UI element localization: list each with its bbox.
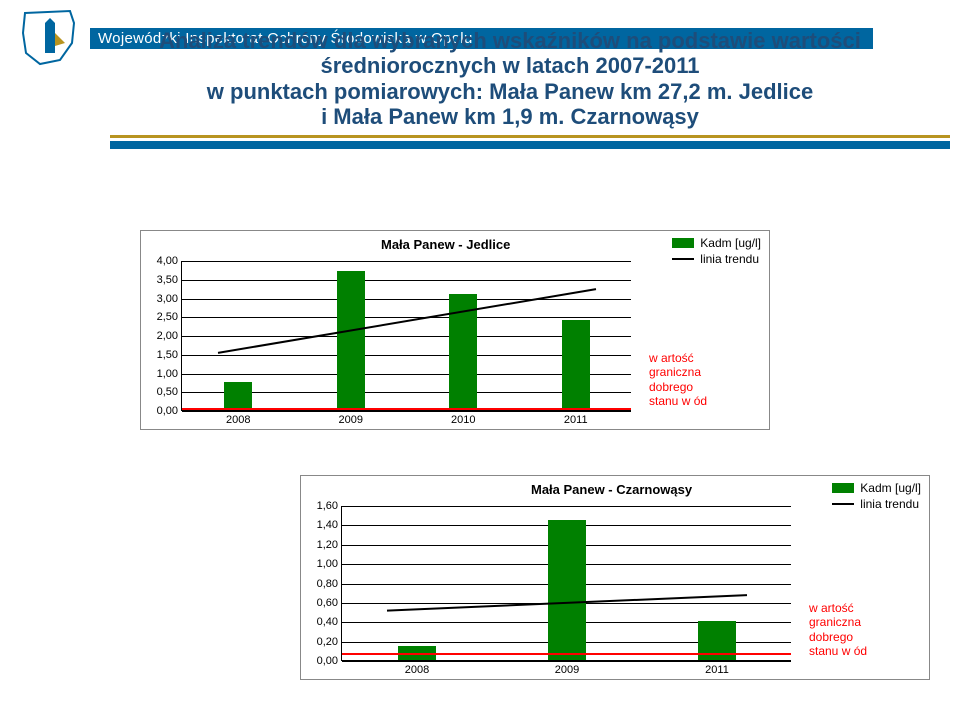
x-tick-label: 2009 (339, 410, 363, 426)
x-tick-label: 2011 (705, 660, 729, 676)
y-tick-label: 0,80 (317, 578, 342, 590)
x-tick-label: 2010 (451, 410, 475, 426)
y-tick-label: 1,20 (317, 539, 342, 551)
y-tick-label: 1,40 (317, 519, 342, 531)
y-tick-label: 1,00 (157, 368, 182, 380)
title-line-2: średniorocznych w latach 2007-2011 (90, 53, 930, 78)
y-tick-label: 0,20 (317, 636, 342, 648)
y-tick-label: 1,00 (317, 558, 342, 570)
x-tick-label: 2009 (555, 660, 579, 676)
y-tick-label: 0,50 (157, 386, 182, 398)
title-line-1: Analiza trendów dla wybranych wskaźników… (90, 28, 930, 53)
y-tick-label: 2,50 (157, 311, 182, 323)
y-tick-label: 1,50 (157, 349, 182, 361)
chart2-plot: 0,000,200,400,600,801,001,201,401,602008… (341, 506, 791, 661)
y-tick-label: 3,00 (157, 293, 182, 305)
chart1-plot: 0,000,501,001,502,002,503,003,504,002008… (181, 261, 631, 411)
header: Wojewódzki Inspektorat Ochrony Środowisk… (0, 0, 960, 149)
trend-line (182, 261, 632, 411)
trend-line (342, 506, 792, 661)
x-tick-label: 2008 (226, 410, 250, 426)
y-tick-label: 0,40 (317, 616, 342, 628)
chart1-legend: Kadm [ug/l] linia trendu (672, 235, 761, 267)
legend-trend-line-icon (832, 503, 854, 505)
title-line-3: w punktach pomiarowych: Mała Panew km 27… (90, 79, 930, 104)
legend-series-label: Kadm [ug/l] (700, 235, 761, 251)
y-tick-label: 2,00 (157, 330, 182, 342)
chart-czarnowasy: Mała Panew - Czarnowąsy Kadm [ug/l] lini… (300, 475, 930, 680)
y-tick-label: 1,60 (317, 500, 342, 512)
legend-series-swatch-icon (832, 483, 854, 493)
divider (110, 135, 950, 149)
x-tick-label: 2008 (405, 660, 429, 676)
y-tick-label: 3,50 (157, 274, 182, 286)
chart1-threshold-label: w artośćgranicznadobregostanu w ód (649, 351, 707, 409)
y-tick-label: 4,00 (157, 255, 182, 267)
title-line-4: i Mała Panew km 1,9 m. Czarnowąsy (90, 104, 930, 129)
voivodeship-logo-icon (20, 8, 80, 68)
x-tick-label: 2011 (564, 410, 588, 426)
legend-series-label: Kadm [ug/l] (860, 480, 921, 496)
legend-trend-line-icon (672, 258, 694, 260)
legend-series-swatch-icon (672, 238, 694, 248)
y-tick-label: 0,00 (317, 655, 342, 667)
y-tick-label: 0,60 (317, 597, 342, 609)
y-tick-label: 0,00 (157, 405, 182, 417)
chart2-title: Mała Panew - Czarnowąsy (531, 482, 692, 497)
chart-jedlice: Mała Panew - Jedlice Kadm [ug/l] linia t… (140, 230, 770, 430)
chart2-legend: Kadm [ug/l] linia trendu (832, 480, 921, 512)
legend-trend-label: linia trendu (700, 251, 759, 267)
main-title: Analiza trendów dla wybranych wskaźników… (90, 28, 930, 129)
chart1-title: Mała Panew - Jedlice (381, 237, 510, 252)
chart2-threshold-label: w artośćgranicznadobregostanu w ód (809, 601, 867, 659)
legend-trend-label: linia trendu (860, 496, 919, 512)
